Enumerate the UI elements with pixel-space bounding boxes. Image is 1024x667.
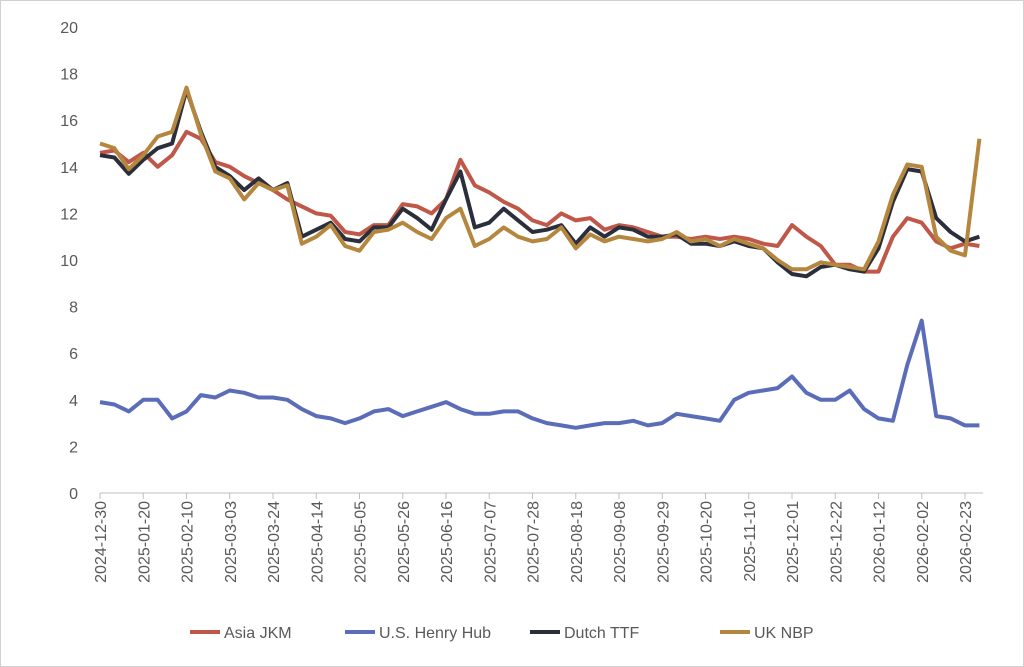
x-axis: 2024-12-30 2025-01-20 2025-02-10 2025-03-03… bbox=[93, 493, 975, 583]
x-tick-label: 2025-07-07 bbox=[482, 501, 499, 583]
x-tick-label: 2025-05-26 bbox=[396, 501, 413, 583]
x-tick-label: 2024-12-30 bbox=[93, 501, 110, 583]
y-tick-label: 18 bbox=[60, 67, 78, 84]
x-tick-label: 2025-09-29 bbox=[655, 501, 672, 583]
legend-label: UK NBP bbox=[754, 625, 814, 642]
legend: Asia JKM U.S. Henry Hub Dutch TTF UK NBP bbox=[190, 625, 814, 642]
legend-label: U.S. Henry Hub bbox=[379, 625, 491, 642]
x-tick-label: 2026-02-02 bbox=[915, 501, 932, 583]
y-tick-label: 20 bbox=[60, 20, 78, 37]
x-tick-label: 2026-02-23 bbox=[958, 501, 975, 583]
x-tick-label: 2025-01-20 bbox=[136, 501, 153, 583]
x-tick-label: 2025-06-16 bbox=[439, 501, 456, 583]
y-tick-label: 10 bbox=[60, 253, 78, 270]
x-tick-label: 2025-11-10 bbox=[742, 501, 759, 582]
x-tick-label: 2026-01-12 bbox=[872, 501, 889, 583]
series-line-uk-nbp bbox=[99, 85, 982, 272]
y-tick-label: 4 bbox=[69, 393, 78, 410]
y-axis: 0 2 4 6 8 10 12 14 16 18 20 bbox=[60, 20, 78, 503]
x-tick-label: 2025-04-14 bbox=[309, 501, 326, 583]
x-tick-label: 2025-02-10 bbox=[180, 501, 197, 583]
series-line-u-s-henry-hub bbox=[99, 318, 980, 430]
x-tick-label: 2025-08-18 bbox=[569, 501, 586, 583]
legend-label: Dutch TTF bbox=[564, 625, 640, 642]
x-tick-label: 2025-12-22 bbox=[828, 501, 845, 583]
x-tick-label: 2025-10-20 bbox=[699, 501, 716, 583]
y-tick-label: 2 bbox=[69, 439, 78, 456]
series-line-asia-jkm bbox=[99, 129, 980, 274]
y-tick-label: 0 bbox=[69, 486, 78, 503]
y-tick-label: 12 bbox=[60, 206, 78, 223]
x-tick-label: 2025-07-28 bbox=[526, 501, 543, 583]
y-tick-label: 8 bbox=[69, 300, 78, 317]
x-tick-label: 2025-05-05 bbox=[353, 501, 370, 583]
x-tick-label: 2025-09-08 bbox=[612, 501, 629, 583]
legend-label: Asia JKM bbox=[224, 625, 292, 642]
plot-area bbox=[99, 85, 982, 430]
y-tick-label: 14 bbox=[60, 160, 78, 177]
x-tick-label: 2025-12-01 bbox=[785, 501, 802, 583]
y-tick-label: 16 bbox=[60, 113, 78, 130]
x-tick-label: 2025-03-03 bbox=[223, 501, 240, 583]
x-tick-label: 2025-03-24 bbox=[266, 501, 283, 583]
y-tick-label: 6 bbox=[69, 346, 78, 363]
